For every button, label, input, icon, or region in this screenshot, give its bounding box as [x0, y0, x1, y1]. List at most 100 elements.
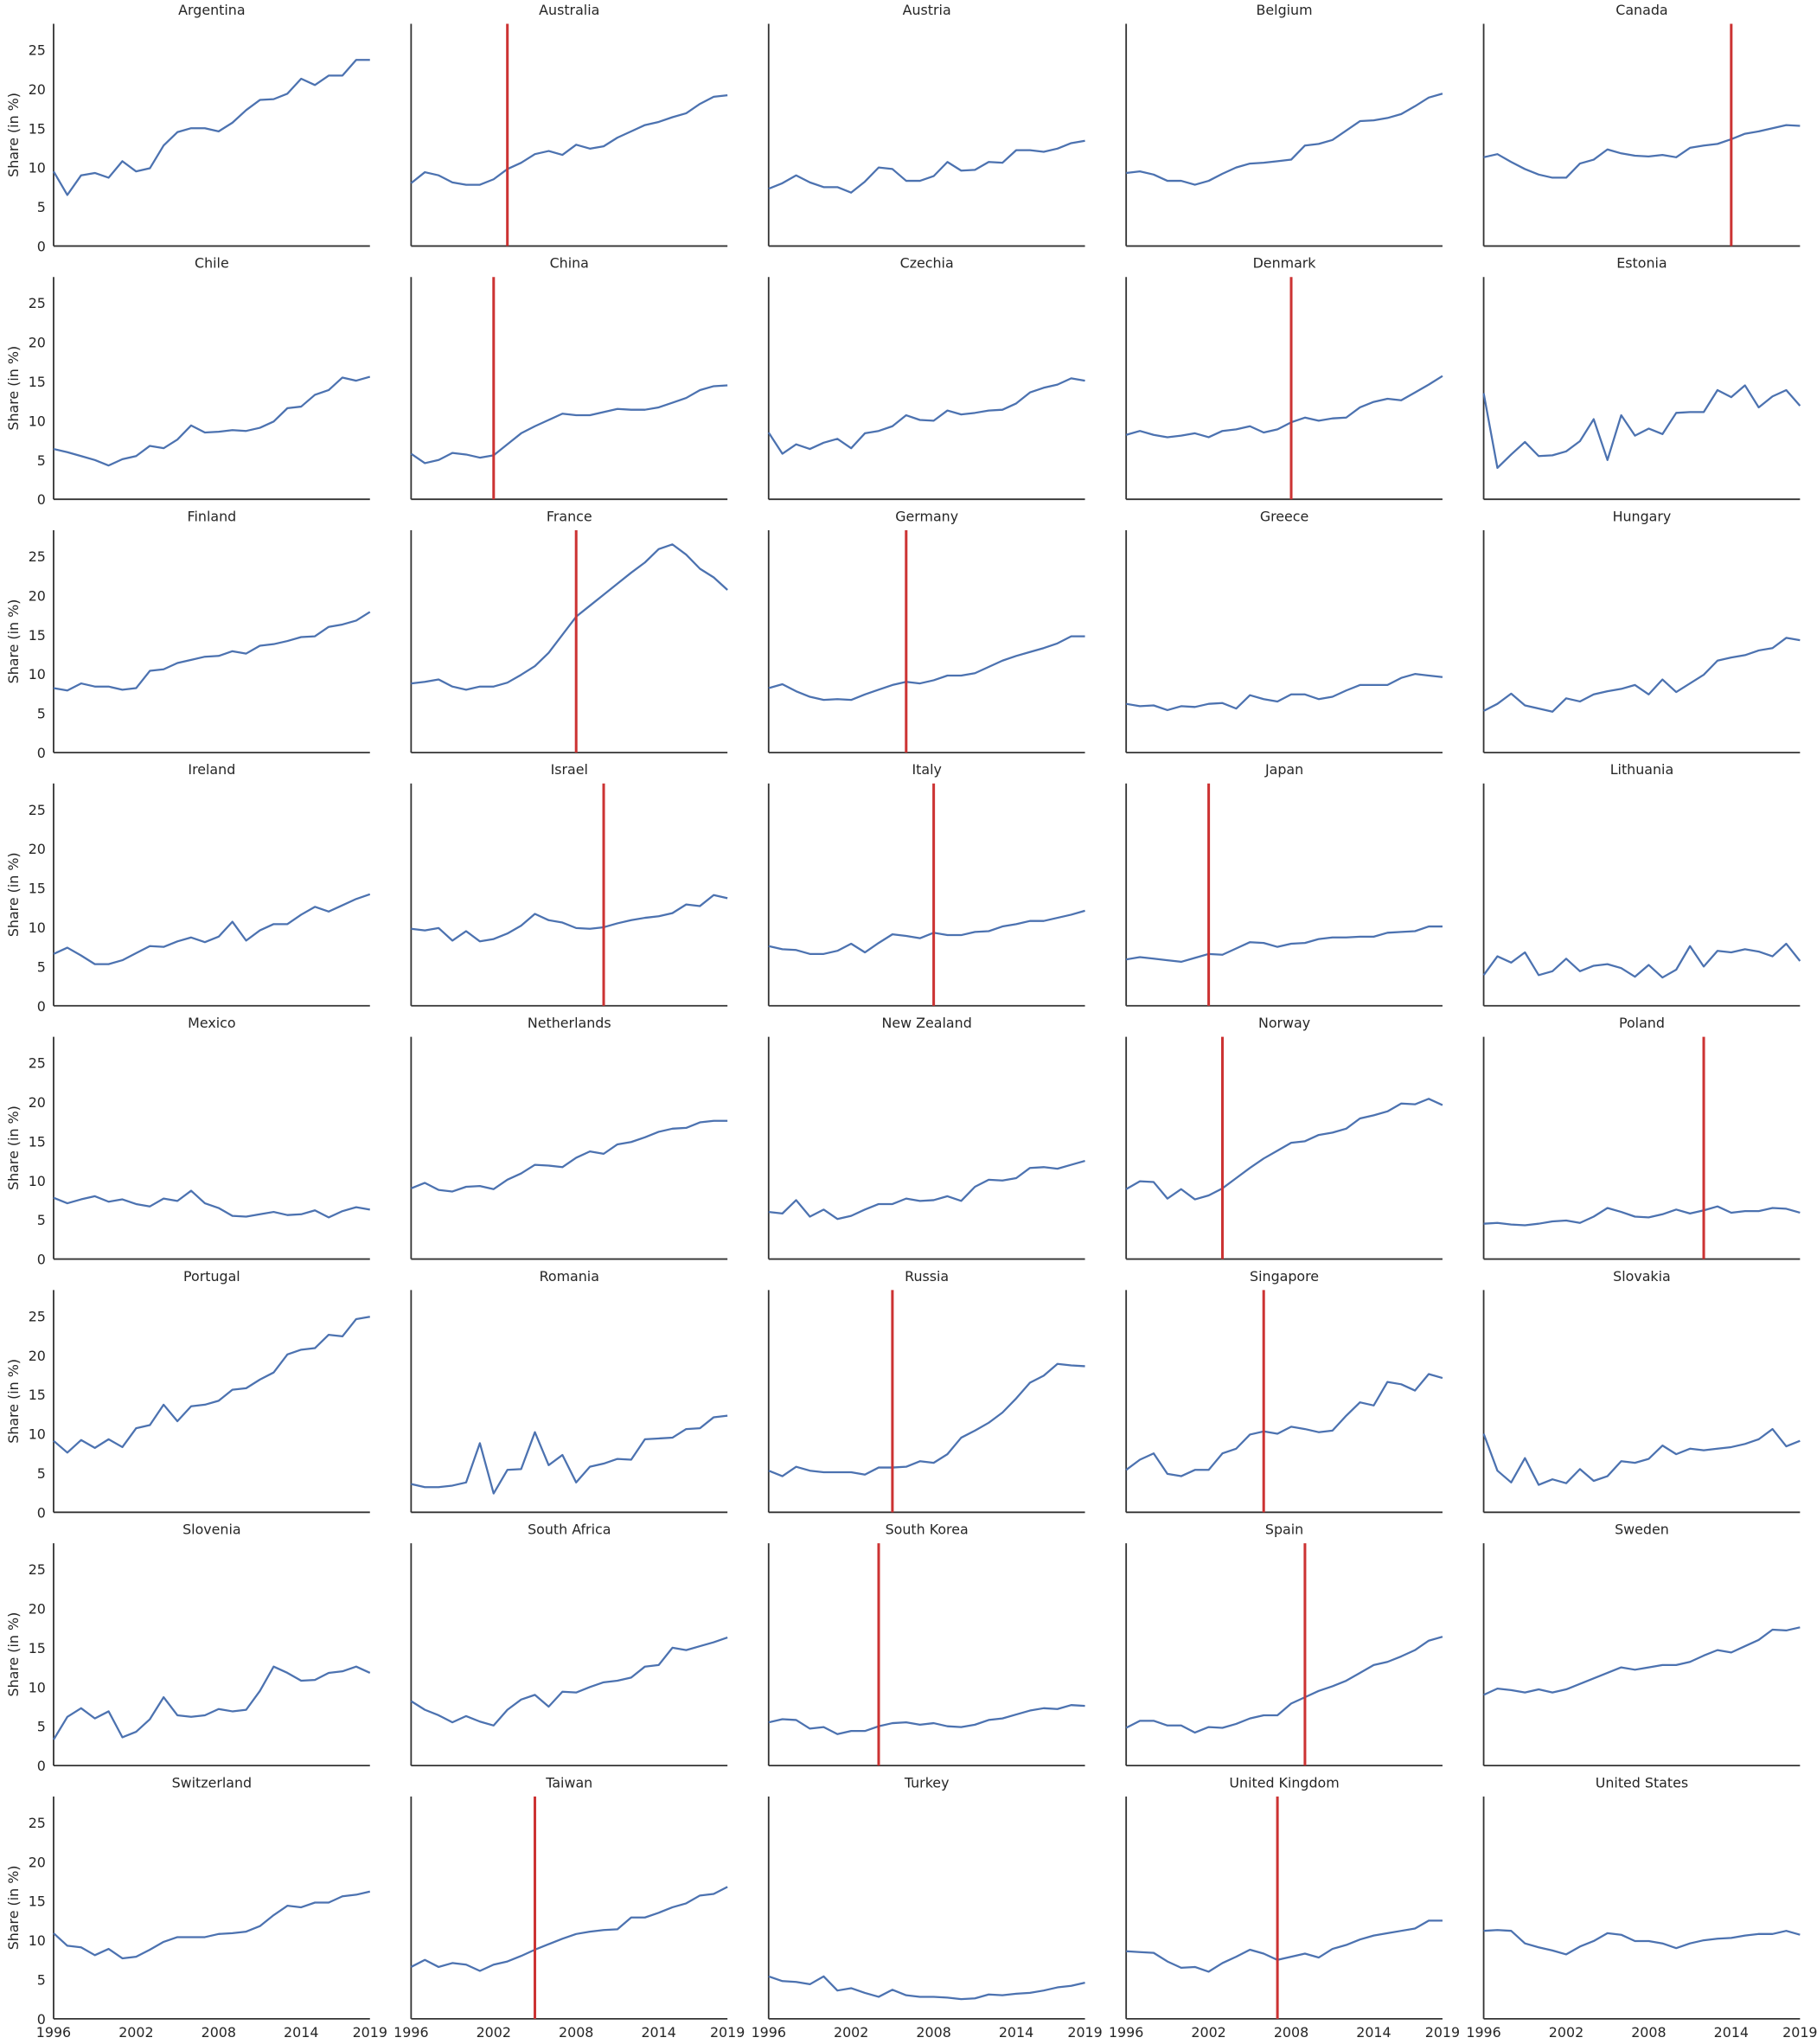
series-line [410, 1119, 728, 1193]
x-tick-label: 1996 [36, 2024, 71, 2041]
panel: Netherlands [410, 1015, 728, 1260]
y-tick-label: 10 [29, 160, 46, 176]
panel: Turkey 1996 2002 2008 2014 2019 [752, 1774, 1103, 2041]
y-tick-label: 25 [29, 548, 46, 565]
y-axis-label: Share (in %) [5, 1359, 22, 1444]
panel-title: Russia [905, 1268, 949, 1285]
x-tick-label: 2002 [1549, 2024, 1583, 2041]
y-axis-label: Share (in %) [5, 1105, 22, 1190]
panel-title: Romania [540, 1268, 599, 1285]
y-tick-label: 20 [29, 81, 46, 98]
panel-title: Australia [539, 2, 599, 18]
y-tick-label: 25 [29, 295, 46, 311]
panel-title: Poland [1619, 1015, 1665, 1031]
x-tick-label: 2008 [1274, 2024, 1308, 2041]
panel-title: Spain [1265, 1522, 1303, 1538]
panel: South Africa [410, 1522, 728, 1767]
y-tick-label: 25 [29, 802, 46, 818]
y-tick-label: 5 [37, 452, 46, 469]
panel: Taiwan 1996 2002 2008 2014 2019 [393, 1774, 745, 2041]
y-tick-label: 25 [29, 1815, 46, 1831]
panel: United States 1996 2002 2008 2014 2019 [1466, 1774, 1817, 2041]
series-line [411, 543, 728, 691]
y-tick-label: 15 [29, 1387, 46, 1403]
panel-title: Japan [1264, 761, 1303, 778]
y-tick-label: 20 [29, 841, 46, 857]
panel: Ireland 0 5 10 15 20 25 Share (in %) [5, 761, 371, 1015]
panel-title: Slovenia [182, 1522, 240, 1538]
y-axis-label: Share (in %) [5, 1612, 22, 1697]
panel-title: Canada [1615, 2, 1667, 18]
series-line [1125, 673, 1443, 712]
panel: Finland 0 5 10 15 20 25 Share (in %) [5, 508, 371, 761]
x-tick-label: 1996 [1109, 2024, 1143, 2041]
y-tick-label: 20 [29, 1094, 46, 1111]
series-line [52, 59, 370, 196]
y-tick-label: 10 [29, 1679, 46, 1695]
series-line [53, 375, 371, 467]
panel: United Kingdom 1996 2002 2008 2014 2019 [1109, 1774, 1460, 2041]
y-tick-label: 0 [37, 1758, 46, 1774]
series-line [1125, 1098, 1443, 1201]
series-line [1483, 1205, 1801, 1227]
panel-title: Czechia [900, 255, 954, 272]
panel-title: Germany [895, 508, 958, 524]
panel: Belgium [1125, 2, 1443, 247]
series-line [1126, 93, 1443, 186]
y-tick-label: 20 [29, 1854, 46, 1870]
y-tick-label: 15 [29, 374, 46, 390]
series-line [1125, 925, 1443, 964]
y-tick-label: 20 [29, 1601, 46, 1618]
panel: Austria [767, 2, 1085, 247]
x-tick-label: 1996 [393, 2024, 428, 2041]
panel-title: Greece [1260, 508, 1308, 524]
x-tick-label: 2008 [916, 2024, 950, 2041]
y-tick-label: 15 [29, 627, 46, 644]
x-tick-label: 2014 [284, 2024, 318, 2041]
x-tick-label: 2002 [118, 2024, 153, 2041]
panel: Czechia [767, 255, 1085, 501]
y-tick-label: 0 [37, 1504, 46, 1521]
y-axis-label: Share (in %) [5, 1866, 22, 1951]
series-line [410, 1886, 728, 1972]
panel: Mexico 0 5 10 15 20 25 Share (in %) [5, 1015, 370, 1268]
panel: Italy [767, 761, 1085, 1007]
series-line [53, 1890, 371, 1960]
panel: Israel [410, 761, 728, 1007]
series-line [1483, 637, 1801, 713]
panel-title: Lithuania [1610, 761, 1673, 778]
y-tick-label: 0 [37, 238, 46, 254]
y-tick-label: 20 [29, 587, 46, 604]
y-tick-label: 20 [29, 335, 46, 351]
panel: Norway [1125, 1015, 1443, 1260]
y-tick-label: 20 [29, 1348, 46, 1364]
series-line [1482, 384, 1801, 470]
panel: Russia [767, 1268, 1085, 1514]
y-tick-label: 5 [37, 1212, 46, 1228]
y-tick-label: 15 [29, 1133, 46, 1150]
y-tick-label: 15 [29, 1893, 46, 1910]
series-line [410, 1637, 728, 1727]
panel-title: Argentina [178, 2, 245, 18]
x-tick-label: 2014 [641, 2024, 675, 2041]
series-line [767, 377, 1085, 455]
panel-title: Turkey [904, 1774, 950, 1791]
x-tick-label: 2008 [1631, 2024, 1666, 2041]
x-tick-label: 2008 [559, 2024, 593, 2041]
y-axis-label: Share (in %) [5, 852, 22, 937]
panel-title: Portugal [183, 1268, 240, 1285]
y-axis-label: Share (in %) [5, 599, 22, 684]
panel-title: Finland [188, 508, 237, 524]
series-line [53, 893, 371, 965]
series-line [53, 1316, 370, 1454]
panel-title: Israel [551, 761, 588, 778]
x-tick-label: 2019 [1782, 2024, 1817, 2041]
y-tick-label: 25 [29, 1055, 46, 1072]
y-tick-label: 5 [37, 958, 46, 975]
panel-title: Austria [903, 2, 951, 18]
x-tick-label: 2014 [999, 2024, 1033, 2041]
panel-title: South Korea [886, 1522, 969, 1538]
panel: New Zealand [767, 1015, 1085, 1260]
panel-title: Hungary [1613, 508, 1672, 524]
